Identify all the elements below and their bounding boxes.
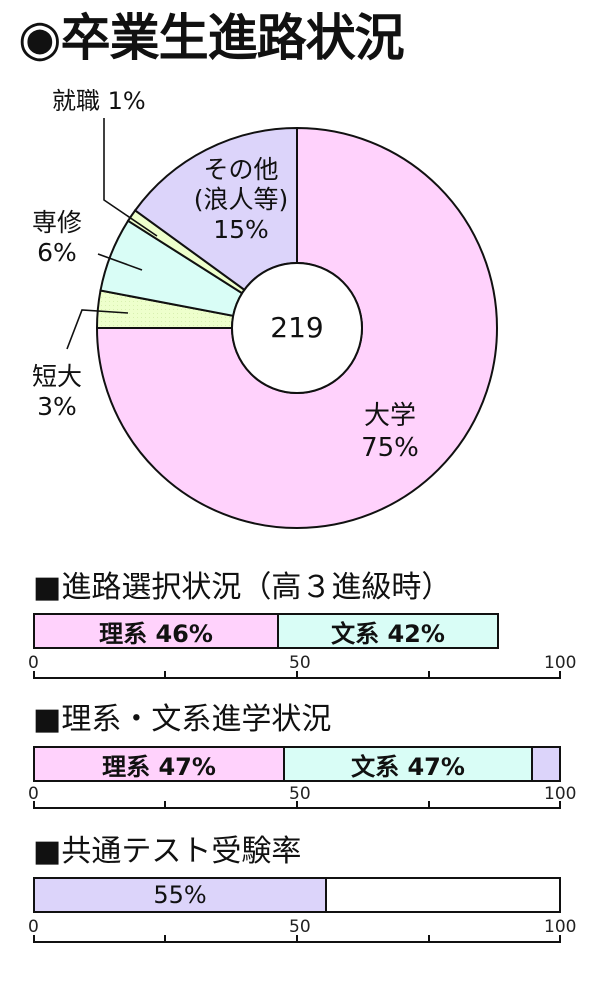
donut-hole [231, 262, 363, 394]
bar-segment-remainder [325, 879, 559, 911]
tick-label-100: 100 [544, 653, 577, 673]
tick [33, 671, 35, 679]
tick [296, 801, 298, 809]
axis-course-selection [33, 665, 561, 679]
tick [164, 935, 166, 943]
label-tandai: 短大 3% [22, 362, 92, 422]
tick [428, 935, 430, 943]
label-other-sub: (浪人等) [193, 185, 289, 214]
bar-segment-humanities: 文系 42% [277, 615, 497, 648]
bar-segment-other [531, 748, 559, 780]
leader-line-senshu [97, 253, 143, 271]
donut-chart [66, 118, 498, 529]
label-tandai-name: 短大 [31, 362, 82, 391]
tick-label-0: 0 [28, 784, 39, 804]
tick [559, 671, 561, 679]
label-senshu: 専修 6% [22, 208, 92, 268]
section-title-actual-enrollment: ■理系・文系進学状況 [33, 702, 332, 737]
tick-label-50: 50 [289, 917, 311, 937]
tick-label-50: 50 [289, 653, 311, 673]
tick-label-0: 0 [28, 653, 39, 673]
bar-course-selection: 理系 46% 文系 42% [33, 613, 499, 649]
tick-label-100: 100 [544, 784, 577, 804]
axis-common-test [33, 929, 561, 943]
label-other-name: その他 [203, 155, 279, 184]
leader-line-shushoku [103, 118, 158, 237]
tick [428, 671, 430, 679]
bar-segment-humanities: 文系 47% [283, 748, 531, 781]
label-other: その他 (浪人等) 15% [186, 155, 296, 245]
donut-total: 219 [270, 311, 324, 344]
label-daigaku-name: 大学 [363, 401, 416, 431]
tick [296, 671, 298, 679]
section-title-course-selection: ■進路選択状況（高３進級時） [33, 570, 452, 605]
label-daigaku-pct: 75% [361, 433, 419, 463]
tick [164, 671, 166, 679]
bar-common-test: 55% [33, 877, 561, 913]
label-senshu-name: 専修 [31, 208, 82, 237]
axis-actual-enrollment [33, 795, 561, 809]
bar-segment-taken: 55% [35, 879, 325, 911]
label-tandai-pct: 3% [37, 392, 77, 421]
page-title: ◉卒業生進路状況 [18, 9, 405, 67]
label-other-pct: 15% [213, 215, 269, 244]
tick [164, 801, 166, 809]
label-senshu-pct: 6% [37, 238, 77, 267]
bar-segment-science: 理系 46% [35, 615, 277, 648]
tick-label-100: 100 [544, 917, 577, 937]
label-daigaku: 大学 75% [340, 400, 440, 464]
label-shushoku: 就職 1% [52, 87, 146, 115]
tick-label-50: 50 [289, 784, 311, 804]
bar-actual-enrollment: 理系 47% 文系 47% [33, 746, 561, 782]
tick-label-0: 0 [28, 917, 39, 937]
bar-segment-science: 理系 47% [35, 748, 283, 781]
tick [559, 801, 561, 809]
section-title-common-test: ■共通テスト受験率 [33, 834, 302, 869]
tick [428, 801, 430, 809]
tick [33, 801, 35, 809]
tick [33, 935, 35, 943]
tick [296, 935, 298, 943]
leader-line-tandai [66, 309, 129, 350]
tick [559, 935, 561, 943]
